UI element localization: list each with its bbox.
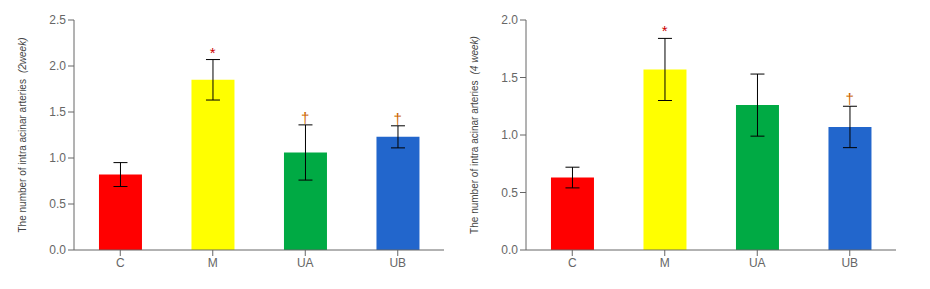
svg-text:0.0: 0.0 xyxy=(501,243,518,257)
svg-text:1.5: 1.5 xyxy=(49,105,66,119)
svg-text:M: M xyxy=(660,256,670,270)
svg-text:2.5: 2.5 xyxy=(49,13,66,27)
svg-text:M: M xyxy=(208,256,218,270)
svg-text:†: † xyxy=(394,110,402,127)
svg-text:The number of intra acinar art: The number of intra acinar arteries(2wee… xyxy=(17,38,28,233)
svg-text:0.0: 0.0 xyxy=(49,243,66,257)
svg-text:*: * xyxy=(210,44,216,61)
svg-text:*: * xyxy=(662,22,668,39)
svg-text:UB: UB xyxy=(389,256,406,270)
svg-text:0.5: 0.5 xyxy=(501,186,518,200)
svg-text:2.0: 2.0 xyxy=(501,13,518,27)
svg-text:UB: UB xyxy=(841,256,858,270)
svg-text:UA: UA xyxy=(749,256,766,270)
svg-text:†: † xyxy=(846,90,854,107)
svg-text:1.0: 1.0 xyxy=(501,128,518,142)
svg-text:1.0: 1.0 xyxy=(49,151,66,165)
svg-text:UA: UA xyxy=(297,256,314,270)
svg-text:C: C xyxy=(568,256,577,270)
svg-text:†: † xyxy=(301,109,309,126)
svg-text:C: C xyxy=(116,256,125,270)
svg-text:The number of intra acinar art: The number of intra acinar arteries(4 we… xyxy=(469,36,480,234)
svg-text:0.5: 0.5 xyxy=(49,197,66,211)
svg-text:2.0: 2.0 xyxy=(49,59,66,73)
svg-text:1.5: 1.5 xyxy=(501,71,518,85)
